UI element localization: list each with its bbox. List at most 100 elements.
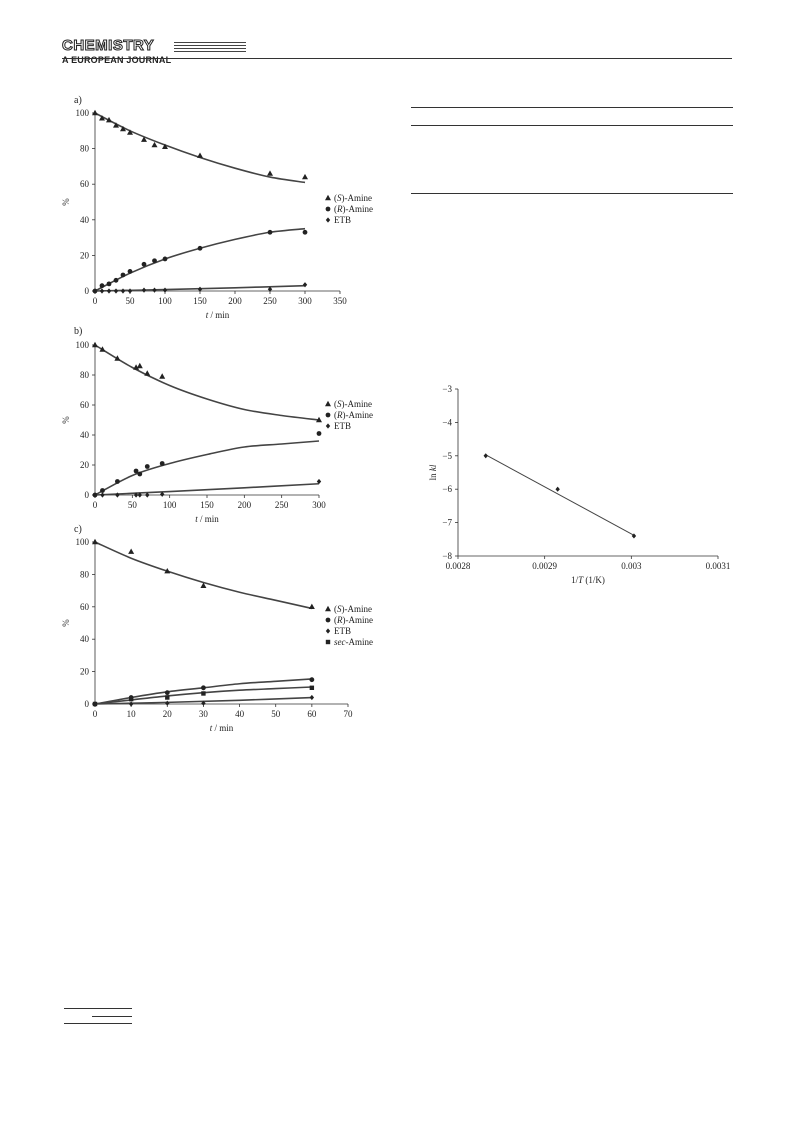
legend-label: ETB [334, 626, 351, 636]
data-point [309, 685, 315, 690]
data-point [133, 468, 139, 474]
data-point [136, 362, 143, 369]
data-point [128, 696, 134, 702]
data-point [302, 282, 308, 288]
data-point [159, 373, 166, 379]
data-point [144, 464, 150, 469]
x-tick-label: 0 [93, 296, 98, 306]
data-point [316, 478, 322, 485]
data-point [114, 355, 121, 361]
table-top-rule [411, 107, 733, 108]
x-axis-label: 1/T (1/K) [571, 575, 605, 585]
data-point [200, 582, 207, 588]
data-point [160, 491, 165, 497]
legend-marker [325, 217, 331, 223]
x-tick-label: 150 [193, 296, 207, 306]
x-tick-label: 0.0029 [532, 561, 557, 571]
data-point [99, 115, 105, 121]
data-point [316, 416, 322, 423]
y-tick-label: 80 [80, 144, 90, 154]
y-tick-label: −8 [442, 551, 452, 561]
fit-line [94, 227, 306, 292]
data-point [92, 341, 98, 348]
data-point [308, 603, 315, 609]
data-point [120, 288, 126, 294]
data-point [164, 690, 170, 696]
legend-marker [325, 400, 331, 407]
x-tick-label: 250 [275, 500, 289, 510]
data-point [197, 286, 203, 292]
y-axis-label: % [61, 198, 71, 206]
data-point [152, 258, 157, 264]
x-axis-label: t / min [210, 723, 234, 733]
header-rule [62, 58, 732, 59]
data-point [115, 479, 120, 484]
data-point [197, 152, 203, 158]
y-tick-label: 40 [80, 215, 90, 225]
y-axis-label: ln kl [428, 464, 438, 480]
panel-label: a) [74, 95, 82, 106]
data-point [128, 548, 135, 554]
data-point [141, 287, 147, 293]
y-tick-label: 20 [80, 667, 90, 677]
x-tick-label: 200 [228, 296, 242, 306]
chart-panel-b: 0 20 40 60 80 100 0 50 100 150 200 250 300 t / min% b)… [61, 326, 373, 524]
y-axis-label: % [61, 619, 71, 627]
data-point [120, 125, 126, 132]
chart-panel-c: 0 20 40 60 80 100 0 10 20 30 40 50 60 70 t / min% c) (S)… [61, 524, 373, 733]
data-point [144, 370, 151, 376]
legend-label: sec-Amine [334, 637, 373, 647]
fit-line [94, 344, 320, 421]
x-tick-label: 100 [163, 500, 177, 510]
data-point [133, 364, 140, 370]
data-point [106, 281, 112, 287]
x-tick-label: 50 [126, 296, 136, 306]
legend-label: ETB [334, 421, 351, 431]
data-point [127, 288, 133, 294]
y-tick-label: 60 [80, 179, 90, 189]
y-tick-label: 20 [80, 460, 90, 470]
data-point [159, 461, 165, 466]
y-tick-label: 0 [85, 286, 90, 296]
data-point [137, 471, 143, 477]
x-axis-label: t / min [206, 310, 230, 320]
legend-label: ETB [334, 215, 351, 225]
data-point [92, 538, 98, 545]
y-tick-label: 60 [80, 400, 90, 410]
x-tick-label: 0.0028 [446, 561, 471, 571]
data-point [113, 122, 119, 128]
y-tick-label: 100 [76, 340, 90, 350]
fit-line [94, 440, 320, 496]
data-point [92, 492, 98, 498]
panel-label: b) [74, 326, 82, 337]
x-tick-label: 0.0031 [706, 561, 731, 571]
legend-label: (S)-Amine [334, 604, 372, 614]
data-point [127, 269, 133, 274]
data-point [302, 173, 308, 180]
data-point [99, 288, 105, 294]
data-point [128, 701, 134, 707]
data-point [141, 261, 147, 267]
data-point [113, 277, 119, 283]
fit-line [94, 482, 320, 496]
y-tick-label: 80 [80, 569, 90, 579]
y-tick-label: −4 [442, 417, 452, 427]
x-tick-label: 50 [128, 500, 138, 510]
y-tick-label: −6 [442, 484, 452, 494]
y-tick-label: −7 [442, 518, 452, 528]
y-tick-label: 40 [80, 634, 90, 644]
x-tick-label: 300 [298, 296, 312, 306]
y-tick-label: 60 [80, 602, 90, 612]
data-point [92, 288, 98, 294]
y-tick-label: 20 [80, 250, 90, 260]
data-point [316, 431, 322, 436]
fit-line [94, 541, 313, 610]
x-tick-label: 40 [235, 709, 245, 719]
legend-marker [325, 617, 331, 623]
x-tick-label: 0 [93, 709, 98, 719]
legend-label: (S)-Amine [334, 399, 372, 409]
x-tick-label: 100 [158, 296, 172, 306]
x-tick-label: 50 [271, 709, 281, 719]
data-point [201, 700, 206, 706]
legend-label: (R)-Amine [334, 410, 373, 420]
